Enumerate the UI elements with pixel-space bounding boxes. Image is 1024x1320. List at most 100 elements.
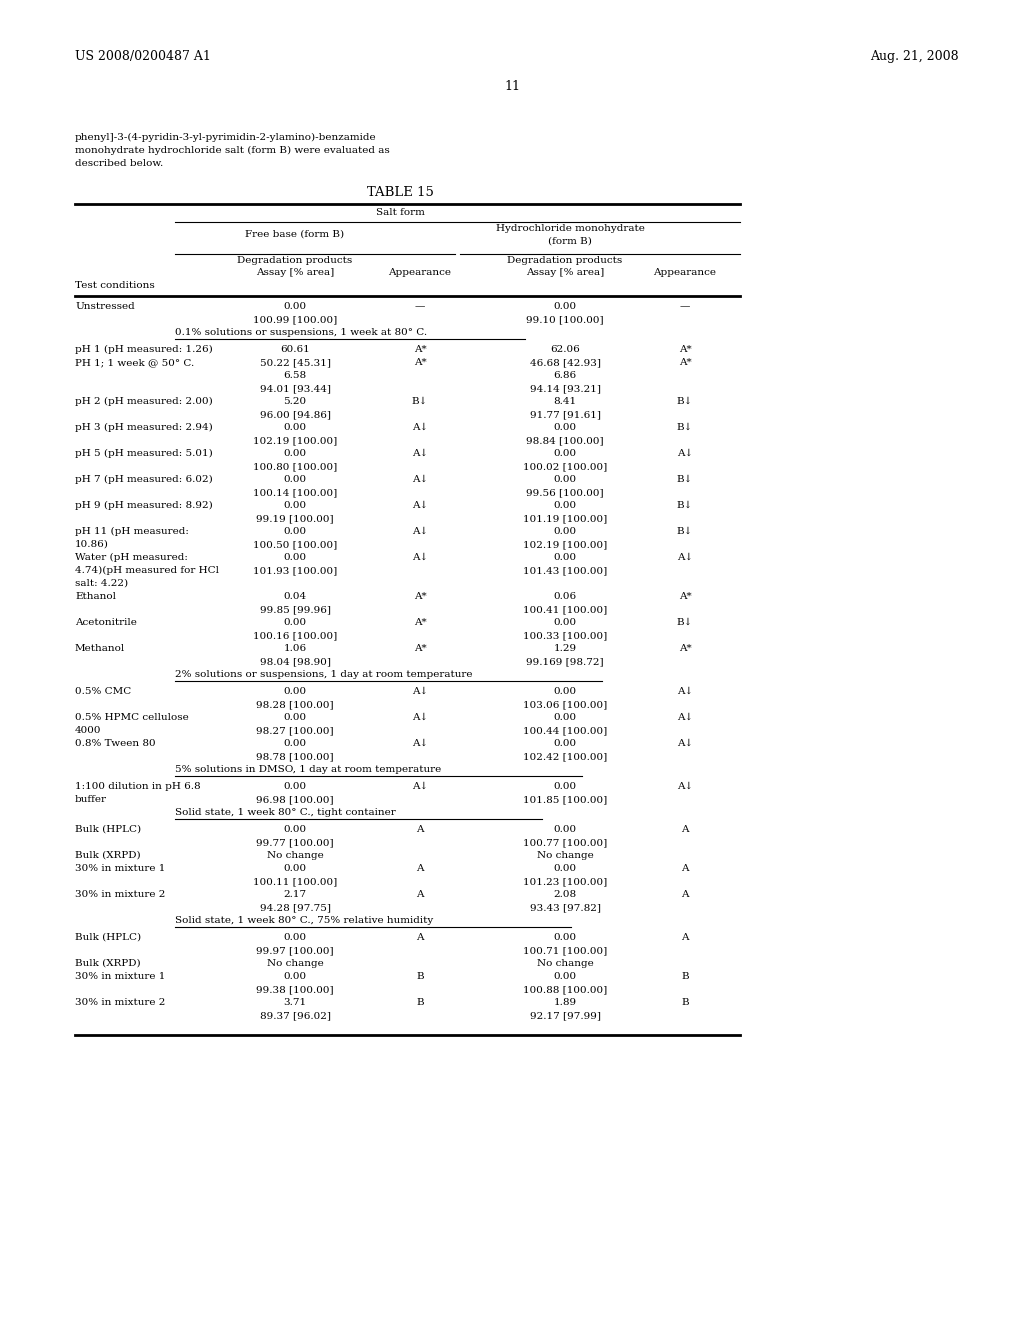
- Text: salt: 4.22): salt: 4.22): [75, 579, 128, 587]
- Text: 93.43 [97.82]: 93.43 [97.82]: [529, 903, 600, 912]
- Text: 50.22 [45.31]: 50.22 [45.31]: [259, 358, 331, 367]
- Text: A*: A*: [414, 644, 426, 653]
- Text: Methanol: Methanol: [75, 644, 125, 653]
- Text: 94.01 [93.44]: 94.01 [93.44]: [259, 384, 331, 393]
- Text: 96.98 [100.00]: 96.98 [100.00]: [256, 795, 334, 804]
- Text: A: A: [681, 890, 689, 899]
- Text: pH 5 (pH measured: 5.01): pH 5 (pH measured: 5.01): [75, 449, 213, 458]
- Text: 102.19 [100.00]: 102.19 [100.00]: [253, 436, 337, 445]
- Text: 99.10 [100.00]: 99.10 [100.00]: [526, 315, 604, 323]
- Text: 100.02 [100.00]: 100.02 [100.00]: [523, 462, 607, 471]
- Text: (form B): (form B): [548, 238, 592, 246]
- Text: A*: A*: [414, 618, 426, 627]
- Text: pH 7 (pH measured: 6.02): pH 7 (pH measured: 6.02): [75, 475, 213, 484]
- Text: A↓: A↓: [677, 553, 693, 562]
- Text: A*: A*: [679, 644, 691, 653]
- Text: 92.17 [97.99]: 92.17 [97.99]: [529, 1011, 600, 1020]
- Text: 98.84 [100.00]: 98.84 [100.00]: [526, 436, 604, 445]
- Text: 0.00: 0.00: [284, 618, 306, 627]
- Text: A*: A*: [679, 358, 691, 367]
- Text: 62.06: 62.06: [550, 345, 580, 354]
- Text: 1:100 dilution in pH 6.8: 1:100 dilution in pH 6.8: [75, 781, 201, 791]
- Text: 100.44 [100.00]: 100.44 [100.00]: [523, 726, 607, 735]
- Text: 0.8% Tween 80: 0.8% Tween 80: [75, 739, 156, 748]
- Text: 6.86: 6.86: [553, 371, 577, 380]
- Text: A*: A*: [679, 591, 691, 601]
- Text: Unstressed: Unstressed: [75, 302, 135, 312]
- Text: 99.169 [98.72]: 99.169 [98.72]: [526, 657, 604, 667]
- Text: pH 2 (pH measured: 2.00): pH 2 (pH measured: 2.00): [75, 397, 213, 407]
- Text: Free base (form B): Free base (form B): [246, 230, 344, 239]
- Text: A*: A*: [414, 345, 426, 354]
- Text: Bulk (HPLC): Bulk (HPLC): [75, 825, 141, 834]
- Text: 0.00: 0.00: [553, 781, 577, 791]
- Text: 2.17: 2.17: [284, 890, 306, 899]
- Text: buffer: buffer: [75, 795, 106, 804]
- Text: Degradation products: Degradation products: [238, 256, 352, 265]
- Text: B: B: [416, 972, 424, 981]
- Text: 0.00: 0.00: [553, 449, 577, 458]
- Text: 100.88 [100.00]: 100.88 [100.00]: [523, 985, 607, 994]
- Text: A↓: A↓: [412, 527, 428, 536]
- Text: B↓: B↓: [677, 422, 693, 432]
- Text: 96.00 [94.86]: 96.00 [94.86]: [259, 411, 331, 418]
- Text: B↓: B↓: [677, 502, 693, 510]
- Text: 0.00: 0.00: [553, 553, 577, 562]
- Text: 0.00: 0.00: [284, 825, 306, 834]
- Text: A: A: [681, 933, 689, 942]
- Text: 101.85 [100.00]: 101.85 [100.00]: [523, 795, 607, 804]
- Text: 99.38 [100.00]: 99.38 [100.00]: [256, 985, 334, 994]
- Text: 6.58: 6.58: [284, 371, 306, 380]
- Text: B: B: [416, 998, 424, 1007]
- Text: 30% in mixture 2: 30% in mixture 2: [75, 998, 165, 1007]
- Text: B↓: B↓: [412, 397, 428, 407]
- Text: 0.00: 0.00: [553, 933, 577, 942]
- Text: B: B: [681, 972, 689, 981]
- Text: A↓: A↓: [677, 781, 693, 791]
- Text: 30% in mixture 1: 30% in mixture 1: [75, 972, 165, 981]
- Text: 94.14 [93.21]: 94.14 [93.21]: [529, 384, 600, 393]
- Text: 103.06 [100.00]: 103.06 [100.00]: [523, 700, 607, 709]
- Text: Appearance: Appearance: [388, 268, 452, 277]
- Text: No change: No change: [537, 960, 593, 968]
- Text: 0.00: 0.00: [284, 449, 306, 458]
- Text: 10.86): 10.86): [75, 540, 109, 549]
- Text: 0.00: 0.00: [284, 527, 306, 536]
- Text: Assay [% area]: Assay [% area]: [526, 268, 604, 277]
- Text: —: —: [415, 302, 425, 312]
- Text: 0.00: 0.00: [284, 933, 306, 942]
- Text: A↓: A↓: [677, 739, 693, 748]
- Text: 102.19 [100.00]: 102.19 [100.00]: [523, 540, 607, 549]
- Text: 0.5% HPMC cellulose: 0.5% HPMC cellulose: [75, 713, 188, 722]
- Text: 5.20: 5.20: [284, 397, 306, 407]
- Text: A: A: [416, 933, 424, 942]
- Text: Test conditions: Test conditions: [75, 281, 155, 290]
- Text: 0.00: 0.00: [284, 422, 306, 432]
- Text: 8.41: 8.41: [553, 397, 577, 407]
- Text: 0.00: 0.00: [553, 422, 577, 432]
- Text: described below.: described below.: [75, 158, 163, 168]
- Text: Bulk (XRPD): Bulk (XRPD): [75, 851, 140, 861]
- Text: A: A: [681, 825, 689, 834]
- Text: B↓: B↓: [677, 527, 693, 536]
- Text: 100.33 [100.00]: 100.33 [100.00]: [523, 631, 607, 640]
- Text: Ethanol: Ethanol: [75, 591, 116, 601]
- Text: A↓: A↓: [677, 713, 693, 722]
- Text: 100.99 [100.00]: 100.99 [100.00]: [253, 315, 337, 323]
- Text: 1.89: 1.89: [553, 998, 577, 1007]
- Text: 98.04 [98.90]: 98.04 [98.90]: [259, 657, 331, 667]
- Text: 0.00: 0.00: [284, 739, 306, 748]
- Text: 2.08: 2.08: [553, 890, 577, 899]
- Text: Degradation products: Degradation products: [507, 256, 623, 265]
- Text: A↓: A↓: [412, 475, 428, 484]
- Text: Bulk (HPLC): Bulk (HPLC): [75, 933, 141, 942]
- Text: 99.19 [100.00]: 99.19 [100.00]: [256, 513, 334, 523]
- Text: 0.00: 0.00: [284, 781, 306, 791]
- Text: 4.74)(pH measured for HCl: 4.74)(pH measured for HCl: [75, 566, 219, 576]
- Text: A↓: A↓: [412, 739, 428, 748]
- Text: 4000: 4000: [75, 726, 101, 735]
- Text: US 2008/0200487 A1: US 2008/0200487 A1: [75, 50, 211, 63]
- Text: 100.11 [100.00]: 100.11 [100.00]: [253, 876, 337, 886]
- Text: Aug. 21, 2008: Aug. 21, 2008: [870, 50, 958, 63]
- Text: 0.00: 0.00: [284, 972, 306, 981]
